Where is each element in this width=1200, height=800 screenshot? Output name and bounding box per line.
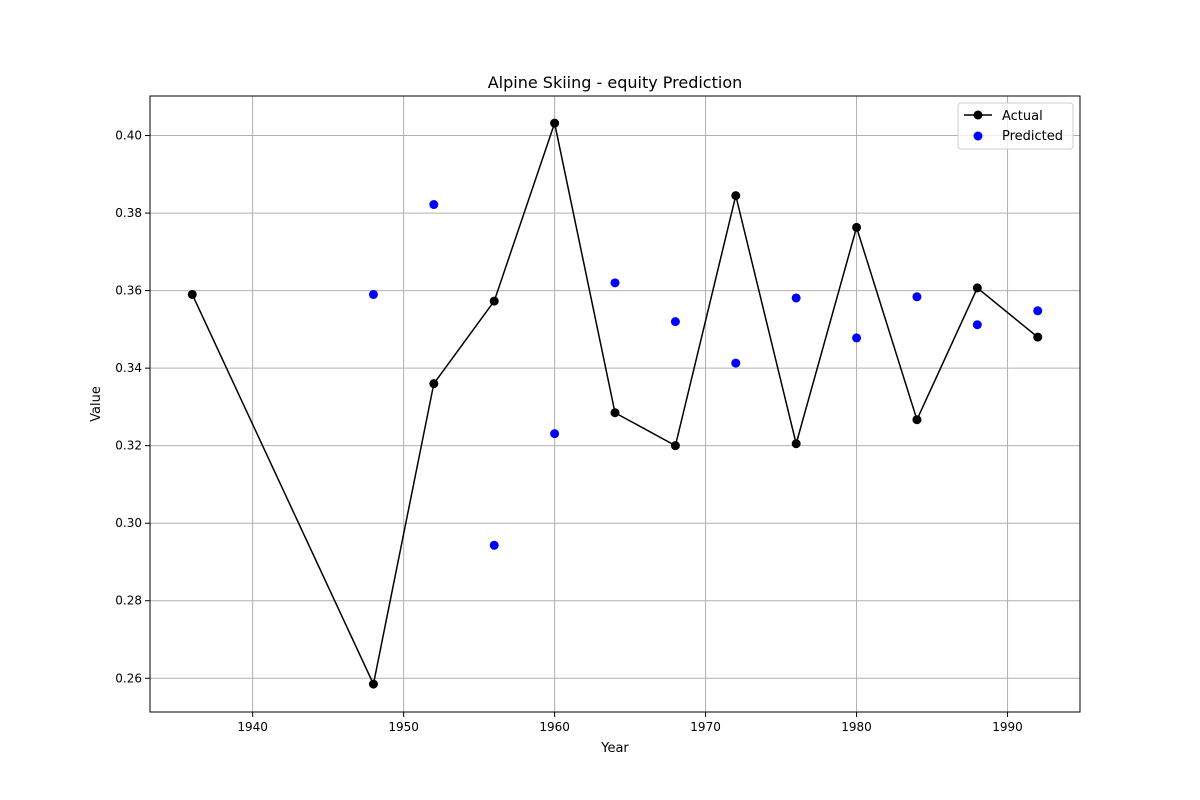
x-tick-label: 1950 bbox=[388, 720, 419, 734]
actual-point bbox=[972, 283, 982, 293]
predicted-point bbox=[852, 333, 862, 343]
predicted-point bbox=[610, 278, 620, 288]
actual-point bbox=[489, 296, 499, 306]
x-tick-label: 1970 bbox=[690, 720, 721, 734]
predicted-point bbox=[489, 540, 499, 550]
actual-point bbox=[731, 191, 741, 201]
predicted-point bbox=[368, 289, 378, 299]
actual-point bbox=[610, 408, 620, 418]
predicted-point bbox=[731, 358, 741, 368]
actual-series-line bbox=[191, 120, 1039, 687]
legend-predicted-marker bbox=[973, 131, 983, 141]
legend: Actual Predicted bbox=[957, 102, 1074, 150]
x-tick-label: 1990 bbox=[992, 720, 1023, 734]
predicted-point bbox=[670, 317, 680, 327]
legend-label-predicted: Predicted bbox=[1002, 129, 1063, 144]
actual-point bbox=[187, 289, 197, 299]
y-axis-label: Value bbox=[89, 386, 104, 422]
y-tick-label: 0.32 bbox=[115, 439, 142, 453]
actual-point bbox=[550, 118, 560, 128]
actual-point bbox=[852, 222, 862, 232]
actual-point bbox=[791, 439, 801, 449]
ticks: 1940 1950 1960 1970 1980 1990 0.26 0.28 0.30 0.32… bbox=[115, 129, 1023, 734]
y-tick-label: 0.36 bbox=[115, 284, 142, 298]
x-axis-label: Year bbox=[600, 741, 629, 756]
predicted-point bbox=[972, 320, 982, 330]
y-tick-label: 0.34 bbox=[115, 361, 142, 375]
grid bbox=[150, 96, 1080, 712]
x-tick-label: 1980 bbox=[841, 720, 872, 734]
predicted-point bbox=[429, 200, 439, 210]
predicted-point bbox=[791, 293, 801, 303]
legend-actual-marker bbox=[973, 110, 983, 120]
x-tick-label: 1960 bbox=[539, 720, 570, 734]
x-tick-label: 1940 bbox=[237, 720, 268, 734]
y-tick-label: 0.26 bbox=[115, 671, 142, 685]
predicted-point bbox=[550, 429, 560, 439]
y-tick-label: 0.28 bbox=[115, 594, 142, 608]
predicted-point bbox=[1033, 306, 1043, 316]
actual-point bbox=[429, 379, 439, 389]
actual-point bbox=[912, 415, 922, 425]
chart-title: Alpine Skiing - equity Prediction bbox=[488, 73, 743, 92]
plot-area bbox=[187, 118, 1043, 689]
actual-point bbox=[1033, 332, 1043, 342]
y-tick-label: 0.40 bbox=[115, 129, 142, 143]
axes-frame bbox=[149, 95, 1081, 713]
y-tick-label: 0.30 bbox=[115, 516, 142, 530]
actual-point bbox=[368, 679, 378, 689]
legend-label-actual: Actual bbox=[1002, 109, 1043, 124]
predicted-point bbox=[912, 292, 922, 302]
actual-point bbox=[670, 441, 680, 451]
y-tick-label: 0.38 bbox=[115, 206, 142, 220]
